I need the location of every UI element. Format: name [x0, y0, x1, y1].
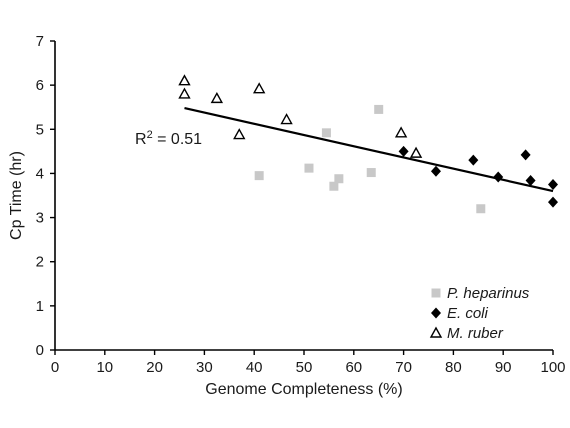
x-tick-label: 100 — [540, 359, 565, 376]
x-tick-label: 90 — [495, 359, 512, 376]
point-e-coli — [468, 154, 479, 166]
r-squared-base: R — [135, 131, 147, 148]
point-p-heparinus — [254, 171, 264, 181]
legend: P. heparinus E. coli M. ruber — [429, 285, 530, 342]
legend-label-m-ruber: M. ruber — [447, 325, 504, 342]
point-m-ruber — [233, 128, 246, 140]
legend-label-p-heparinus: P. heparinus — [447, 285, 530, 302]
point-p-heparinus — [329, 181, 339, 191]
point-p-heparinus — [374, 104, 384, 114]
trendline — [184, 107, 554, 193]
x-axis-title: Genome Completeness (%) — [205, 381, 402, 398]
legend-marker-p-heparinus — [431, 288, 441, 298]
y-axis-title: Cp Time (hr) — [8, 151, 25, 240]
y-tick-label: 1 — [36, 298, 44, 315]
point-e-coli — [548, 178, 558, 190]
x-tick-label: 80 — [445, 359, 462, 376]
x-tick-label: 70 — [395, 359, 412, 376]
point-m-ruber — [409, 146, 423, 158]
point-p-heparinus — [304, 163, 314, 173]
y-tick-label: 6 — [36, 77, 44, 94]
point-m-ruber — [210, 91, 224, 104]
y-tick-label: 2 — [36, 254, 44, 271]
x-tick-label: 10 — [96, 359, 113, 376]
point-m-ruber — [178, 87, 191, 99]
data-points — [178, 74, 558, 214]
trendline-segment — [184, 107, 554, 193]
r-squared-sup: 2 — [147, 129, 153, 141]
point-p-heparinus — [476, 204, 486, 214]
y-tick-label: 7 — [36, 33, 44, 50]
y-tick-label: 5 — [36, 121, 44, 138]
point-p-heparinus — [366, 168, 376, 178]
point-p-heparinus — [334, 174, 344, 184]
point-e-coli — [525, 174, 536, 186]
point-e-coli — [548, 196, 558, 208]
y-tick-label: 3 — [36, 210, 44, 227]
x-tick-label: 30 — [196, 359, 213, 376]
point-p-heparinus — [321, 128, 331, 138]
point-e-coli — [493, 171, 504, 183]
point-e-coli — [430, 165, 441, 177]
x-tick-label: 0 — [51, 359, 59, 376]
point-m-ruber — [394, 126, 408, 138]
x-tick-label: 60 — [345, 359, 362, 376]
point-e-coli — [398, 145, 409, 157]
point-m-ruber — [178, 74, 191, 86]
x-tick-label: 40 — [246, 359, 263, 376]
x-tick-label: 20 — [146, 359, 163, 376]
point-m-ruber — [252, 82, 266, 94]
x-tick-label: 50 — [296, 359, 313, 376]
y-tick-label: 4 — [36, 165, 44, 182]
r-squared-value: = 0.51 — [153, 131, 202, 148]
r-squared-annotation: R2 = 0.51 — [135, 129, 202, 148]
axes — [50, 40, 554, 355]
legend-marker-e-coli — [431, 307, 441, 319]
legend-label-e-coli: E. coli — [447, 305, 489, 322]
point-e-coli — [520, 149, 531, 161]
y-tick-label: 0 — [36, 342, 44, 359]
legend-marker-m-ruber — [429, 326, 443, 338]
point-m-ruber — [280, 113, 293, 125]
